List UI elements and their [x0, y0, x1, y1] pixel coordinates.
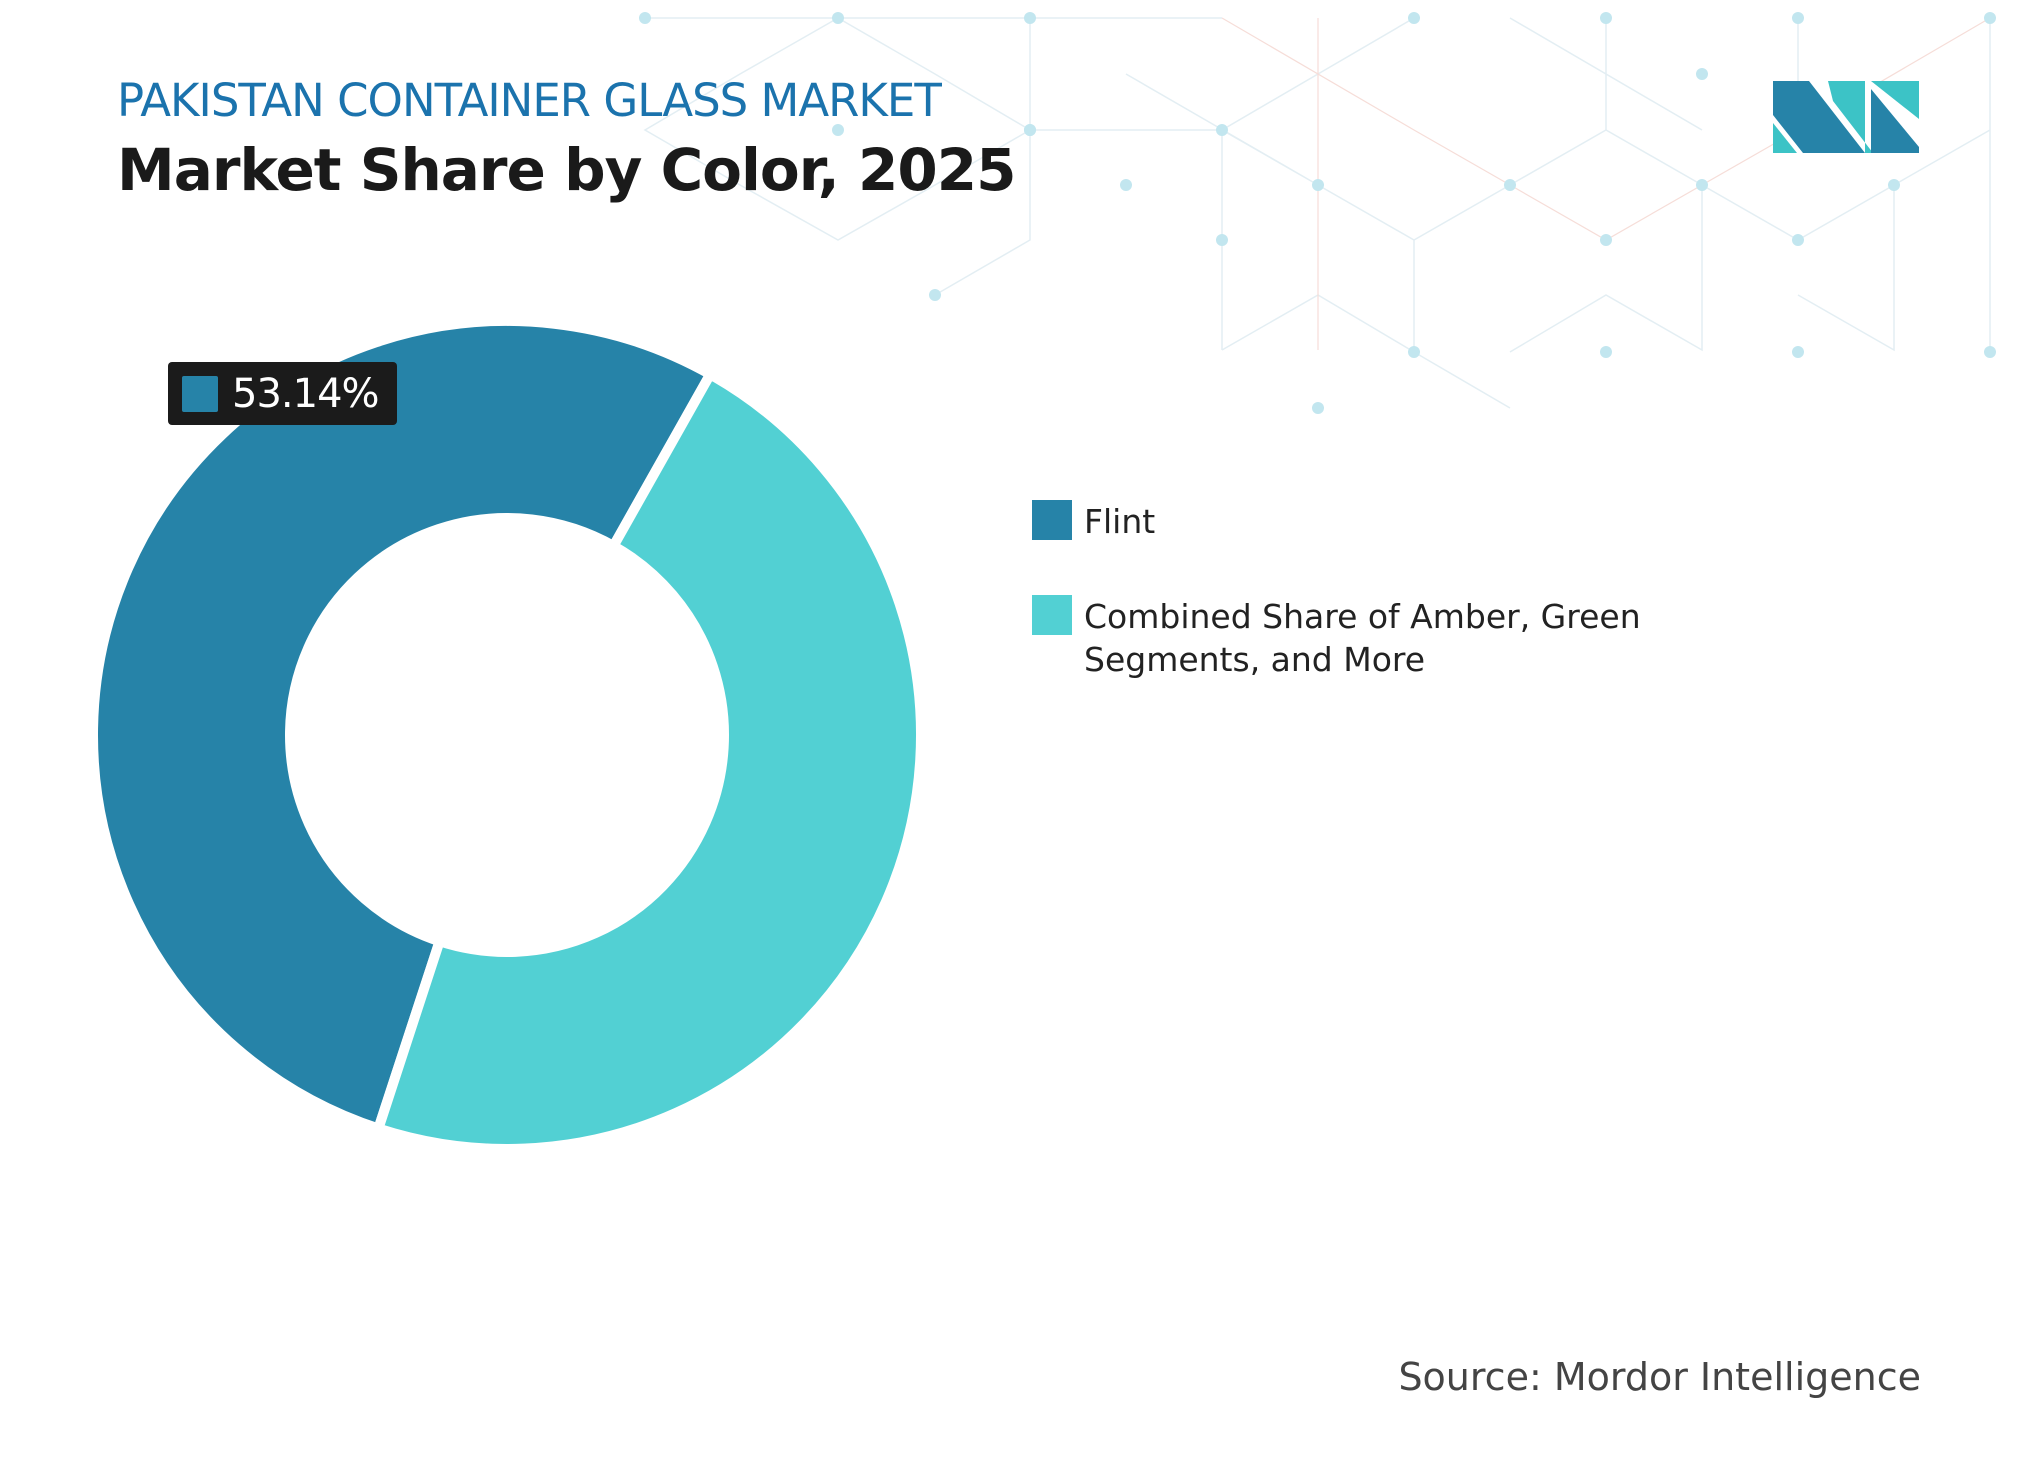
- donut-slice-flint: [88, 316, 718, 1135]
- legend-swatch-combined: [1032, 595, 1072, 635]
- chart-subtitle: PAKISTAN CONTAINER GLASS MARKET: [117, 74, 942, 127]
- data-label-value: 53.14%: [232, 370, 380, 417]
- legend-item-combined[interactable]: Combined Share of Amber, Green Segments,…: [1032, 595, 1724, 681]
- donut-slice-combined: [372, 367, 926, 1154]
- legend-label: Flint: [1084, 502, 1156, 541]
- legend-label: Combined Share of Amber, Green Segments,…: [1084, 597, 1641, 679]
- legend: Flint Combined Share of Amber, Green Seg…: [1032, 500, 1724, 733]
- mordor-intelligence-logo: [1773, 81, 1919, 153]
- legend-swatch-flint: [1032, 500, 1072, 540]
- data-label-flint: 53.14%: [168, 362, 397, 425]
- data-label-swatch: [182, 375, 218, 412]
- chart-title: Market Share by Color, 2025: [117, 136, 1016, 204]
- legend-item-flint[interactable]: Flint: [1032, 500, 1724, 543]
- source-note: Source: Mordor Intelligence: [1398, 1355, 1921, 1399]
